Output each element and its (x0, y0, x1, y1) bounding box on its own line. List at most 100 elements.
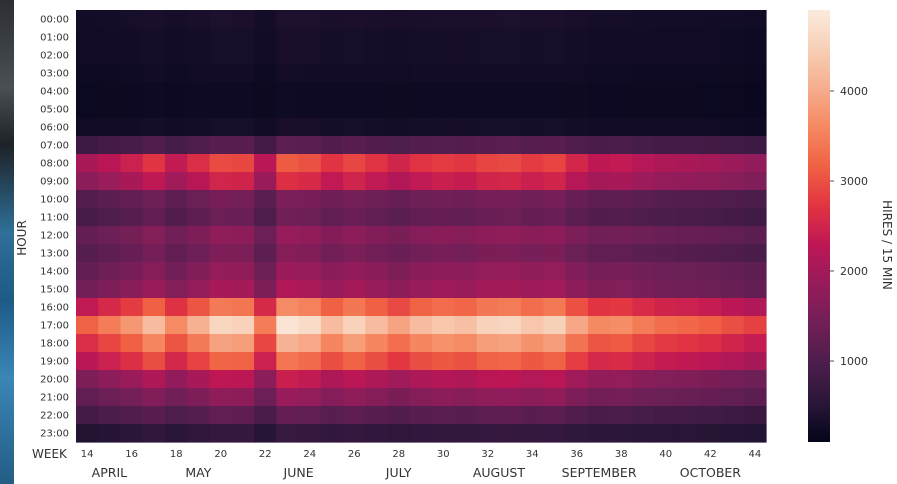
heatmap-cell (454, 136, 478, 155)
heatmap-cell (743, 352, 767, 371)
heatmap-cell (676, 280, 700, 299)
heatmap-cell (498, 352, 522, 371)
heatmap-cell (343, 388, 366, 407)
heatmap-cell (343, 280, 366, 299)
heatmap-cell (231, 370, 255, 389)
heatmap-cell (699, 334, 723, 353)
heatmap-cell (365, 244, 389, 263)
heatmap-cell (476, 334, 500, 353)
heatmap-cell (610, 370, 634, 389)
heatmap-cell (632, 226, 656, 245)
heatmap-cell (343, 406, 366, 425)
heatmap-cell (320, 208, 344, 227)
heatmap-cell (498, 28, 522, 47)
heatmap-cell (165, 10, 188, 29)
heatmap-cell (276, 226, 300, 245)
heatmap-cell (610, 82, 634, 101)
heatmap-cell (387, 154, 411, 173)
heatmap-cell (476, 154, 500, 173)
heatmap-cell (610, 316, 634, 335)
heatmap-cell (409, 64, 433, 83)
heatmap-cell (587, 424, 611, 443)
heatmap-cell (387, 334, 411, 353)
heatmap-cell (142, 334, 166, 353)
heatmap-cell (632, 172, 656, 191)
heatmap-cell (454, 316, 478, 335)
heatmap-cell (699, 262, 723, 281)
heatmap-cell (743, 46, 767, 65)
heatmap-cell (142, 64, 166, 83)
heatmap-cell (587, 154, 611, 173)
heatmap-cell (721, 154, 745, 173)
month-label: OCTOBER (680, 465, 742, 480)
heatmap-cell (276, 370, 300, 389)
heatmap-cell (187, 244, 211, 263)
heatmap-cell (142, 244, 166, 263)
heatmap-cell (387, 172, 411, 191)
heatmap-cell (610, 406, 634, 425)
heatmap-cell (432, 100, 455, 119)
heatmap-cell (387, 226, 411, 245)
heatmap-cell (120, 64, 144, 83)
heatmap-cell (254, 10, 277, 29)
month-label: JUNE (283, 465, 314, 480)
heatmap-cell (476, 298, 500, 317)
heatmap-cell (365, 136, 389, 155)
heatmap-cell (165, 262, 188, 281)
week-tick-label: 44 (749, 449, 762, 460)
heatmap-cell (610, 154, 634, 173)
heatmap-cell (120, 190, 144, 209)
heatmap-cell (343, 352, 366, 371)
heatmap-cell (743, 190, 767, 209)
heatmap-cell (454, 208, 478, 227)
heatmap-cell (231, 388, 255, 407)
heatmap-cell (98, 64, 122, 83)
heatmap-cell (721, 118, 745, 137)
heatmap-cell (632, 316, 656, 335)
heatmap-cell (387, 46, 411, 65)
week-tick-label: 40 (659, 449, 672, 460)
heatmap-cell (676, 316, 700, 335)
heatmap-cell (409, 370, 433, 389)
heatmap-cell (721, 316, 745, 335)
heatmap-cell (632, 64, 656, 83)
heatmap-cell (587, 370, 611, 389)
heatmap-cell (587, 280, 611, 299)
heatmap-cell (610, 172, 634, 191)
heatmap-cell (276, 136, 300, 155)
heatmap-cell (521, 10, 545, 29)
heatmap-cell (521, 136, 545, 155)
heatmap-cell (432, 46, 455, 65)
heatmap-cell (565, 154, 589, 173)
heatmap-cell (432, 352, 455, 371)
heatmap-cell (187, 136, 211, 155)
heatmap-cell (676, 100, 700, 119)
heatmap-cell (298, 370, 322, 389)
heatmap-cell (587, 82, 611, 101)
heatmap-cell (120, 172, 144, 191)
week-tick-label: 20 (214, 449, 227, 460)
hour-tick-label: 21:00 (40, 393, 69, 404)
heatmap-cell (365, 298, 389, 317)
heatmap-cell (654, 154, 678, 173)
heatmap-cell (409, 280, 433, 299)
heatmap-cell (454, 190, 478, 209)
heatmap-cell (298, 316, 322, 335)
hour-tick-label: 11:00 (40, 213, 69, 224)
heatmap-cell (365, 10, 389, 29)
heatmap-cell (632, 154, 656, 173)
heatmap-cell (721, 10, 745, 29)
heatmap-cell (98, 154, 122, 173)
heatmap-cell (721, 136, 745, 155)
heatmap-cell (409, 244, 433, 263)
heatmap-cell (120, 208, 144, 227)
heatmap-cell (320, 190, 344, 209)
heatmap-cell (409, 262, 433, 281)
heatmap-cell (699, 244, 723, 263)
heatmap-cell (365, 172, 389, 191)
hour-tick-label: 23:00 (40, 429, 69, 440)
heatmap-cell (587, 388, 611, 407)
week-tick-label: 30 (437, 449, 450, 460)
heatmap-cell (632, 280, 656, 299)
heatmap-cell (498, 316, 522, 335)
